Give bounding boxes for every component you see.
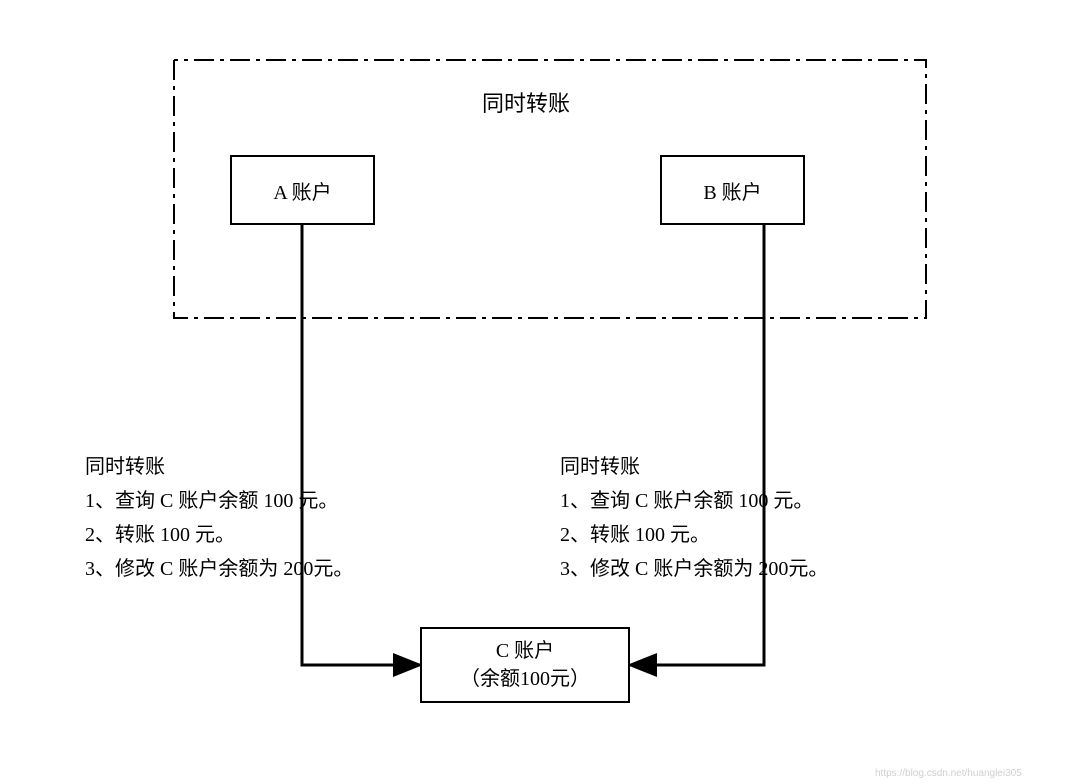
node-b: B 账户: [660, 155, 805, 225]
text-left-title: 同时转账: [85, 450, 353, 484]
text-left-line1: 1、查询 C 账户余额 100 元。: [85, 484, 353, 518]
text-right-title: 同时转账: [560, 450, 828, 484]
edge-a-to-c: [302, 225, 420, 665]
text-block-right: 同时转账 1、查询 C 账户余额 100 元。 2、转账 100 元。 3、修改…: [560, 450, 828, 586]
node-c: C 账户 （余额100元）: [420, 627, 630, 703]
text-left-line2: 2、转账 100 元。: [85, 518, 353, 552]
watermark: https://blog.csdn.net/huanglei305: [875, 768, 1022, 779]
node-c-label-2: （余额100元）: [460, 665, 590, 693]
diagram-container: 同时转账 A 账户 B 账户 C 账户 （余额100元） 同时转账 1、查询 C…: [0, 0, 1069, 782]
edge-b-to-c: [630, 225, 764, 665]
node-a-label: A 账户: [273, 176, 331, 205]
node-c-label-1: C 账户: [496, 637, 554, 665]
node-a: A 账户: [230, 155, 375, 225]
text-right-line1: 1、查询 C 账户余额 100 元。: [560, 484, 828, 518]
node-b-label: B 账户: [703, 176, 761, 205]
text-right-line3: 3、修改 C 账户余额为 200元。: [560, 552, 828, 586]
text-left-line3: 3、修改 C 账户余额为 200元。: [85, 552, 353, 586]
text-block-left: 同时转账 1、查询 C 账户余额 100 元。 2、转账 100 元。 3、修改…: [85, 450, 353, 586]
text-right-line2: 2、转账 100 元。: [560, 518, 828, 552]
top-container-title: 同时转账: [482, 86, 570, 118]
